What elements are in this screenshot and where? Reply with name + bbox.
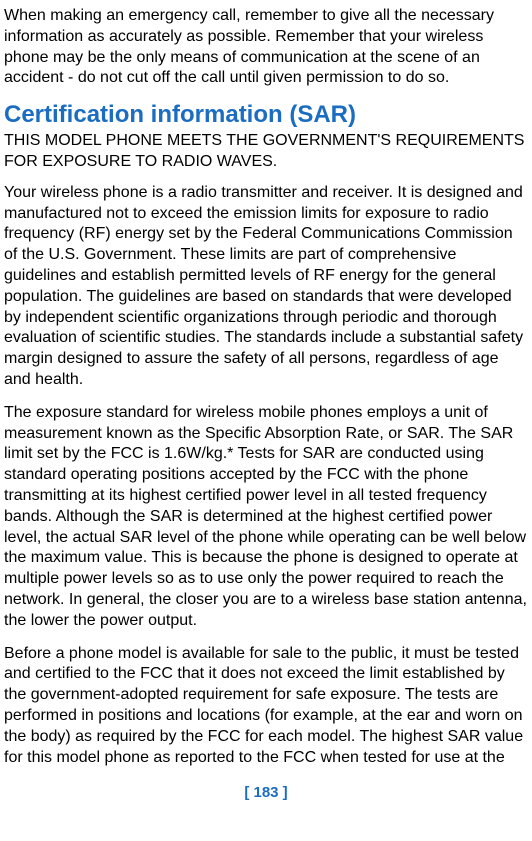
document-page: When making an emergency call, remember … bbox=[0, 0, 532, 801]
section-heading-sar: Certification information (SAR) bbox=[4, 101, 528, 129]
intro-paragraph: When making an emergency call, remember … bbox=[4, 6, 528, 89]
caps-statement: THIS MODEL PHONE MEETS THE GOVERNMENT'S … bbox=[4, 131, 528, 173]
body-paragraph-3: Before a phone model is available for sa… bbox=[4, 644, 528, 769]
page-number: [ 183 ] bbox=[4, 784, 528, 801]
body-paragraph-2: The exposure standard for wireless mobil… bbox=[4, 403, 528, 632]
body-paragraph-1: Your wireless phone is a radio transmitt… bbox=[4, 183, 528, 391]
